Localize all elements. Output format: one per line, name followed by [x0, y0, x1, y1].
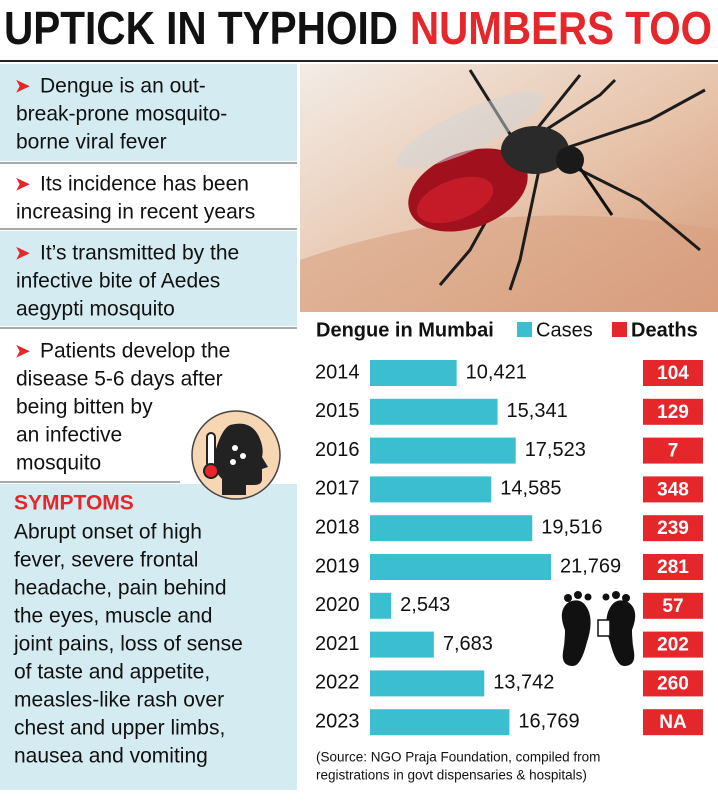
- death-label: 281: [657, 557, 689, 578]
- fact-text: increasing in recent years: [16, 201, 255, 224]
- fact-text: disease 5-6 days after: [16, 368, 223, 391]
- y-tick-label: 2020: [315, 594, 360, 616]
- symptom-text: the eyes, muscle and: [14, 605, 212, 628]
- feet-icon: [561, 591, 636, 666]
- y-tick-label: 2015: [315, 400, 360, 422]
- bar: [370, 398, 498, 425]
- fact-text: It’s transmitted by the: [40, 242, 239, 265]
- death-box: [643, 360, 703, 386]
- death-box: [643, 398, 703, 425]
- death-box: [643, 670, 703, 697]
- bar: [370, 360, 457, 386]
- value-label: 7,683: [443, 633, 493, 655]
- bullet-arrow: ➤: [14, 173, 31, 195]
- fact-text: mosquito: [16, 452, 101, 475]
- headline-highlight: NUMBERS TOO: [410, 2, 712, 54]
- death-box: [643, 554, 703, 580]
- value-label: 15,341: [507, 400, 568, 422]
- bullet-arrow: ➤: [14, 340, 31, 362]
- symptom-text: joint pains, loss of sense: [13, 633, 243, 656]
- fact-text: Dengue is an out-: [40, 75, 206, 98]
- value-label: 10,421: [466, 361, 527, 383]
- bar: [370, 554, 551, 580]
- panel-bg: [0, 484, 297, 790]
- fact-text: Patients develop the: [40, 340, 230, 363]
- bar: [370, 670, 485, 697]
- bar: [370, 476, 492, 503]
- legend-swatch: [517, 322, 532, 337]
- symptoms-heading: SYMPTOMS: [14, 492, 134, 515]
- death-box: [643, 476, 703, 503]
- death-label: 202: [657, 635, 689, 656]
- symptom-text: measles-like rash over: [14, 689, 224, 712]
- death-box: [643, 592, 703, 619]
- death-label: 7: [668, 441, 679, 462]
- source-note: (Source: NGO Praja Foundation, compiled …: [316, 750, 600, 765]
- y-tick-label: 2017: [315, 478, 360, 500]
- fact-text: infective bite of Aedes: [16, 270, 220, 293]
- fever-icon: [191, 410, 281, 500]
- legend-label: Cases: [536, 319, 593, 341]
- fact-text: an infective: [16, 424, 122, 447]
- death-box: [643, 709, 703, 736]
- symptom-text: nausea and vomiting: [14, 745, 208, 768]
- fact-text: Its incidence has been: [40, 173, 249, 196]
- source-note: registrations in govt dispensaries & hos…: [316, 768, 587, 783]
- value-label: 16,769: [518, 710, 579, 732]
- bar: [370, 437, 516, 464]
- y-tick-label: 2021: [315, 633, 360, 655]
- bar: [370, 515, 533, 542]
- y-tick-label: 2014: [315, 361, 360, 383]
- value-label: 17,523: [525, 439, 586, 461]
- value-label: 21,769: [560, 555, 621, 577]
- fact-text: being bitten by: [16, 396, 153, 419]
- y-tick-label: 2018: [315, 516, 360, 538]
- death-box: [643, 515, 703, 542]
- death-label: 57: [662, 596, 683, 617]
- bar: [370, 709, 510, 736]
- value-label: 2,543: [400, 594, 450, 616]
- headline: UPTICK IN TYPHOID: [4, 2, 398, 54]
- fact-text: break-prone mosquito-: [16, 103, 227, 126]
- symptom-text: chest and upper limbs,: [14, 717, 225, 740]
- bullet-arrow: ➤: [14, 242, 31, 264]
- symptom-text: Abrupt onset of high: [14, 521, 202, 544]
- death-label: 260: [657, 673, 689, 694]
- panel-bg: [0, 64, 297, 161]
- panel-bg: [0, 231, 297, 326]
- legend-label: Deaths: [631, 319, 698, 341]
- symptom-text: of taste and appetite,: [14, 661, 210, 684]
- death-label: 104: [657, 363, 689, 384]
- symptom-text: fever, severe frontal: [14, 549, 198, 572]
- legend-swatch: [612, 322, 627, 337]
- y-tick-label: 2019: [315, 555, 360, 577]
- death-box: [643, 631, 703, 658]
- value-label: 13,742: [493, 672, 554, 694]
- value-label: 19,516: [541, 516, 602, 538]
- death-label: 348: [657, 479, 689, 500]
- symptom-text: headache, pain behind: [14, 577, 227, 600]
- fact-text: borne viral fever: [16, 131, 167, 154]
- bar: [370, 631, 434, 658]
- y-tick-label: 2022: [315, 672, 360, 694]
- death-label: NA: [659, 712, 687, 733]
- fact-text: aegypti mosquito: [16, 298, 175, 321]
- bullet-arrow: ➤: [14, 75, 31, 97]
- value-label: 14,585: [500, 478, 561, 500]
- chart-title: Dengue in Mumbai: [316, 319, 494, 341]
- bar: [370, 592, 392, 619]
- death-label: 239: [657, 518, 689, 539]
- y-tick-label: 2016: [315, 439, 360, 461]
- mosquito-photo: [300, 64, 718, 312]
- death-label: 129: [657, 402, 689, 423]
- y-tick-label: 2023: [315, 710, 360, 732]
- death-box: [643, 437, 703, 464]
